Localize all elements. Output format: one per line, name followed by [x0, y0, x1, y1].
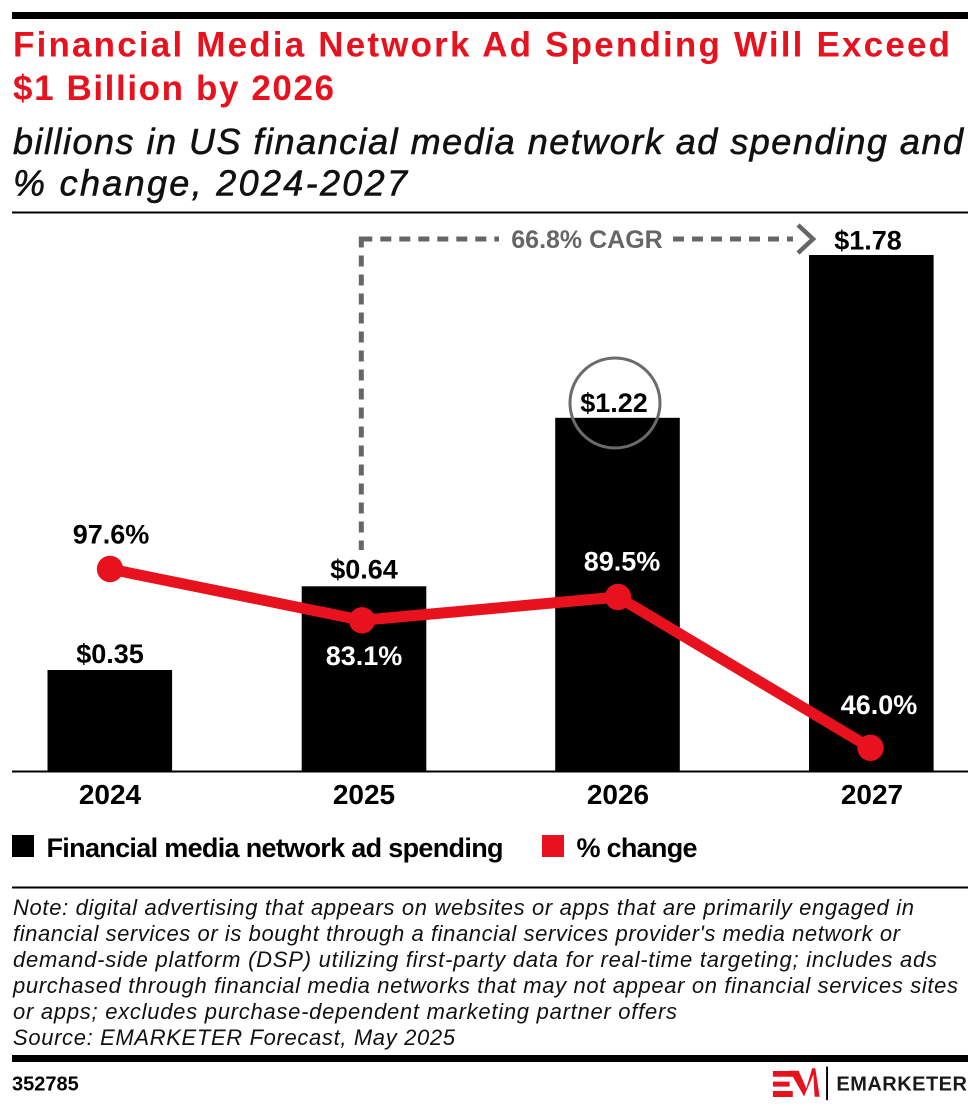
svg-text:Financial Media Network Ad Spe: Financial Media Network Ad Spending Will…: [13, 26, 950, 65]
svg-text:$1.78: $1.78: [834, 226, 902, 256]
svg-text:83.1%: 83.1%: [326, 641, 403, 671]
svg-text:Note: digital advertising that: Note: digital advertising that appears o…: [13, 895, 914, 920]
svg-text:financial services or is bough: financial services or is bought through …: [13, 921, 902, 946]
svg-text:% change: % change: [577, 833, 698, 863]
svg-text:89.5%: 89.5%: [584, 546, 661, 576]
svg-text:2027: 2027: [841, 779, 903, 810]
svg-text:46.0%: 46.0%: [841, 690, 918, 720]
svg-text:purchased through financial me: purchased through financial media networ…: [12, 973, 958, 998]
svg-text:97.6%: 97.6%: [73, 520, 150, 550]
svg-text:$1 Billion by 2026: $1 Billion by 2026: [13, 69, 334, 108]
svg-text:$0.64: $0.64: [330, 555, 398, 585]
svg-text:$1.22: $1.22: [580, 388, 648, 418]
svg-text:Financial media network ad spe: Financial media network ad spending: [47, 833, 504, 863]
svg-text:or apps; excludes purchase-dep: or apps; excludes purchase-dependent mar…: [13, 999, 677, 1024]
svg-text:352785: 352785: [12, 1074, 79, 1096]
svg-text:66.8% CAGR: 66.8% CAGR: [511, 226, 662, 254]
svg-text:EMARKETER: EMARKETER: [836, 1074, 968, 1096]
svg-text:demand-side platform (DSP) uti: demand-side platform (DSP) utilizing fir…: [13, 947, 937, 972]
svg-text:% change, 2024-2027: % change, 2024-2027: [13, 163, 409, 204]
svg-text:billions in US financial media: billions in US financial media network a…: [13, 121, 964, 162]
svg-text:$0.35: $0.35: [76, 639, 144, 669]
svg-text:2026: 2026: [587, 779, 649, 810]
svg-text:2024: 2024: [79, 779, 142, 810]
svg-text:2025: 2025: [333, 779, 395, 810]
svg-text:Source: EMARKETER Forecast, Ma: Source: EMARKETER Forecast, May 2025: [13, 1025, 456, 1050]
